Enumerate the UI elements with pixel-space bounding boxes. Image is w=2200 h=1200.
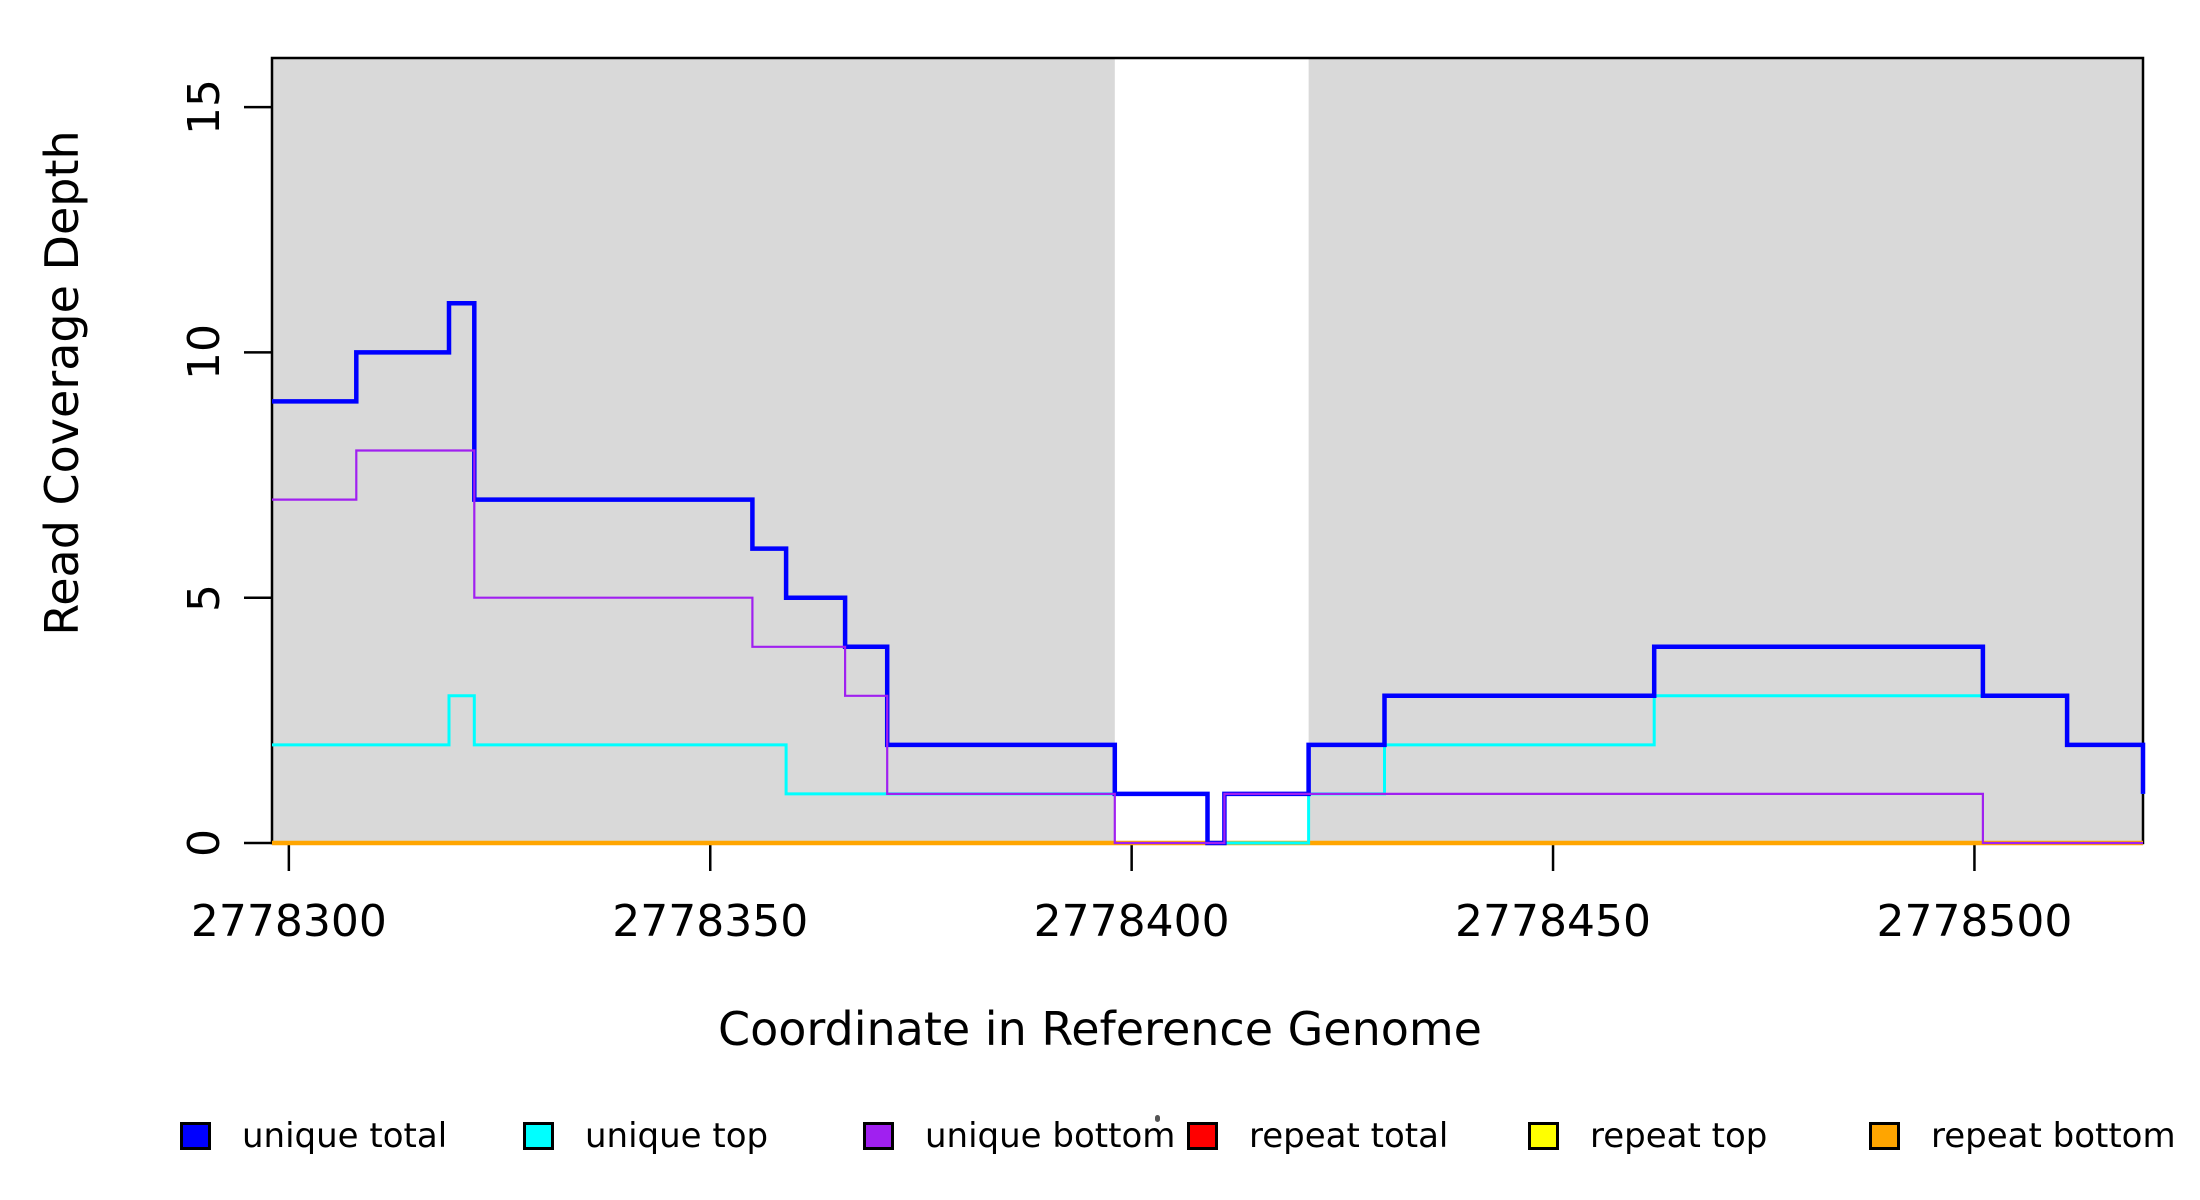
x-tick-label: 2778450 bbox=[1455, 896, 1652, 947]
y-axis-title: Read Coverage Depth bbox=[35, 130, 89, 636]
x-tick-label: 2778350 bbox=[612, 896, 809, 947]
stray-dot-artifact bbox=[1155, 1115, 1160, 1122]
y-tick-label: 15 bbox=[179, 79, 230, 136]
x-axis-title: Coordinate in Reference Genome bbox=[718, 1002, 1482, 1056]
x-tick-label: 2778500 bbox=[1876, 896, 2073, 947]
series-line-unique-bottom bbox=[272, 449, 2143, 845]
y-tick-label: 10 bbox=[179, 324, 230, 381]
x-tick-label: 2778300 bbox=[190, 896, 387, 947]
shaded-region bbox=[1308, 58, 2143, 843]
y-tick-label: 5 bbox=[179, 583, 230, 612]
x-tick-label: 2778400 bbox=[1033, 896, 1230, 947]
y-tick-label: 0 bbox=[179, 829, 230, 857]
